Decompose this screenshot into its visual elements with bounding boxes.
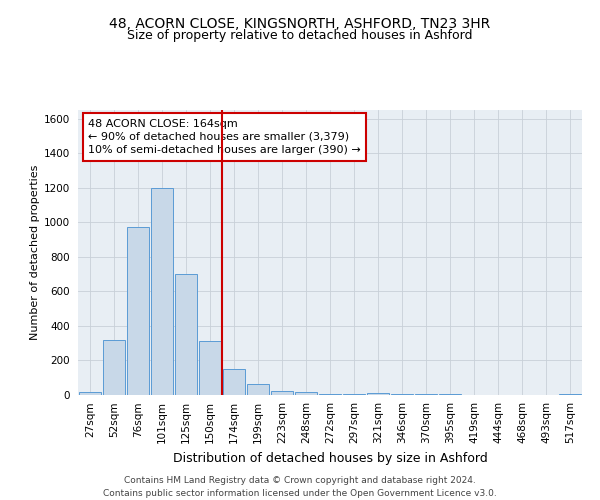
Bar	[391, 394, 413, 395]
Bar	[223, 369, 245, 395]
Bar	[103, 340, 125, 395]
Bar	[343, 394, 365, 395]
Bar	[271, 390, 293, 395]
Bar	[319, 394, 341, 395]
Bar	[247, 384, 269, 395]
Bar	[175, 274, 197, 395]
Text: 48 ACORN CLOSE: 164sqm
← 90% of detached houses are smaller (3,379)
10% of semi-: 48 ACORN CLOSE: 164sqm ← 90% of detached…	[88, 118, 361, 155]
Bar	[415, 394, 437, 395]
X-axis label: Distribution of detached houses by size in Ashford: Distribution of detached houses by size …	[173, 452, 487, 464]
Bar	[439, 394, 461, 395]
Bar	[367, 393, 389, 395]
Bar	[151, 188, 173, 395]
Bar	[199, 342, 221, 395]
Bar	[559, 394, 581, 395]
Text: 48, ACORN CLOSE, KINGSNORTH, ASHFORD, TN23 3HR: 48, ACORN CLOSE, KINGSNORTH, ASHFORD, TN…	[109, 18, 491, 32]
Bar	[127, 228, 149, 395]
Text: Size of property relative to detached houses in Ashford: Size of property relative to detached ho…	[127, 29, 473, 42]
Y-axis label: Number of detached properties: Number of detached properties	[30, 165, 40, 340]
Text: Contains HM Land Registry data © Crown copyright and database right 2024.
Contai: Contains HM Land Registry data © Crown c…	[103, 476, 497, 498]
Bar	[295, 392, 317, 395]
Bar	[79, 392, 101, 395]
